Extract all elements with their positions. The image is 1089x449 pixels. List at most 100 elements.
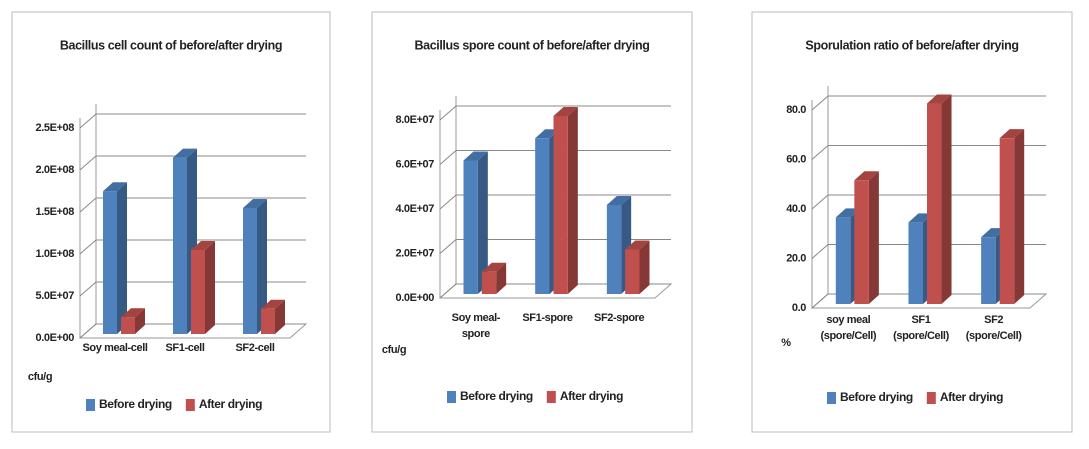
grid-line	[439, 283, 671, 299]
bar-top	[481, 262, 507, 272]
y-axis-label: cfu/g	[28, 371, 52, 383]
bar	[854, 180, 869, 304]
bar-side	[477, 151, 488, 294]
legend-label: Before drying	[99, 397, 172, 411]
bar	[535, 138, 550, 294]
y-tick-label: 80.0	[786, 104, 806, 116]
bar-top	[103, 182, 127, 192]
bar-side	[205, 241, 215, 334]
legend-label: After drying	[199, 397, 262, 411]
grid-line	[811, 145, 1046, 160]
bar-top	[908, 213, 933, 223]
grid-line	[439, 239, 671, 254]
legend-label: Before drying	[460, 389, 533, 403]
bar-top	[463, 151, 488, 161]
bar-top	[606, 196, 632, 205]
y-tick-label: 4.0E+07	[396, 203, 435, 215]
bar	[463, 160, 478, 294]
grid-line	[439, 105, 671, 121]
bar	[261, 308, 275, 334]
y-tick-label: 0.0	[792, 302, 806, 314]
legend-label: After drying	[560, 389, 623, 403]
x-tick-label-box: soy meal (spore/Cell)	[820, 314, 877, 342]
legend-swatch	[185, 399, 195, 411]
bar-side	[135, 308, 145, 334]
y-tick-label: 8.0E+07	[396, 114, 435, 126]
x-tick-label-box: SF2-cell	[235, 342, 275, 354]
chart-title: Bacillus cell count of before/after dryi…	[60, 38, 282, 52]
legend-swatch	[546, 391, 556, 403]
bar	[835, 217, 851, 304]
bar	[243, 208, 257, 334]
x-tick-label: SF2 (spore/Cell)	[965, 314, 1022, 342]
bar	[927, 103, 942, 305]
bar	[553, 116, 568, 294]
y-tick-label: 5.0E+07	[36, 290, 75, 302]
x-tick-label: SF1-cell	[165, 342, 205, 354]
y-axis-label: cfu/g	[382, 344, 406, 356]
bar	[103, 191, 117, 334]
x-tick-label: SF2-spore	[594, 312, 645, 324]
y-tick-label: 0.0E+00	[396, 292, 435, 304]
y-tick-label: 2.0E+07	[396, 247, 435, 259]
x-tick-label-box: SF1-cell	[165, 342, 205, 354]
legend-label: Before drying	[840, 390, 913, 404]
grid-line	[439, 150, 671, 165]
bar	[981, 237, 996, 304]
legend-label: After drying	[940, 390, 1003, 404]
x-tick-label-box: SF2 (spore/Cell)	[965, 314, 1022, 342]
x-tick-label-box: SF2-spore	[594, 312, 645, 324]
x-tick-label: SF1-spore	[522, 312, 573, 324]
bar	[173, 157, 187, 334]
bar-top	[927, 94, 952, 104]
y-tick-label: 2.0E+08	[36, 164, 75, 176]
bar-side	[1014, 129, 1025, 304]
grid-line	[439, 194, 671, 210]
bar-top	[173, 148, 197, 158]
bar-top	[121, 308, 145, 318]
bar-side	[567, 107, 578, 294]
bar	[999, 138, 1015, 304]
x-tick-label: SF1 (spore/Cell)	[893, 314, 949, 342]
bar-side	[941, 94, 952, 305]
grid-line	[811, 244, 1046, 259]
grid-line	[79, 155, 306, 171]
x-tick-label: SF2-cell	[235, 342, 275, 354]
legend-swatch	[926, 392, 936, 404]
y-tick-label: 6.0E+07	[396, 158, 435, 170]
bar-top	[999, 129, 1025, 139]
panel-frame	[371, 11, 693, 433]
panel-frame	[11, 11, 331, 433]
bar	[121, 317, 135, 334]
y-tick-label: 60.0	[786, 153, 806, 165]
grid-line	[79, 239, 306, 255]
bar-side	[275, 299, 285, 334]
bar-top	[981, 228, 1006, 238]
bar	[908, 222, 923, 304]
bar-top	[535, 129, 560, 139]
x-tick-label-box: SF1 (spore/Cell)	[893, 314, 949, 342]
bar-top	[243, 199, 267, 208]
bar-top	[835, 208, 861, 218]
x-tick-label-box: Soy meal-cell	[82, 342, 148, 354]
bar-top	[191, 241, 215, 250]
legend-swatch	[86, 399, 95, 411]
y-tick-label: 40.0	[786, 203, 806, 215]
grid-line	[79, 281, 306, 297]
bar	[625, 249, 640, 294]
y-tick-label: 1.5E+08	[36, 206, 75, 218]
bar	[606, 205, 622, 294]
y-tick-label: 0.0E+00	[36, 332, 75, 344]
grid-line	[811, 194, 1046, 210]
y-tick-label: 2.5E+08	[36, 122, 75, 134]
bar-side	[257, 199, 267, 334]
bar-top	[261, 299, 285, 309]
grid-line	[811, 95, 1046, 111]
grid-line	[79, 113, 306, 129]
bar	[191, 250, 205, 334]
chart-title: Sporulation ratio of before/after drying	[805, 38, 1018, 52]
legend-swatch	[447, 391, 456, 403]
bar-top	[553, 107, 578, 116]
x-tick-label: soy meal (spore/Cell)	[820, 314, 877, 342]
